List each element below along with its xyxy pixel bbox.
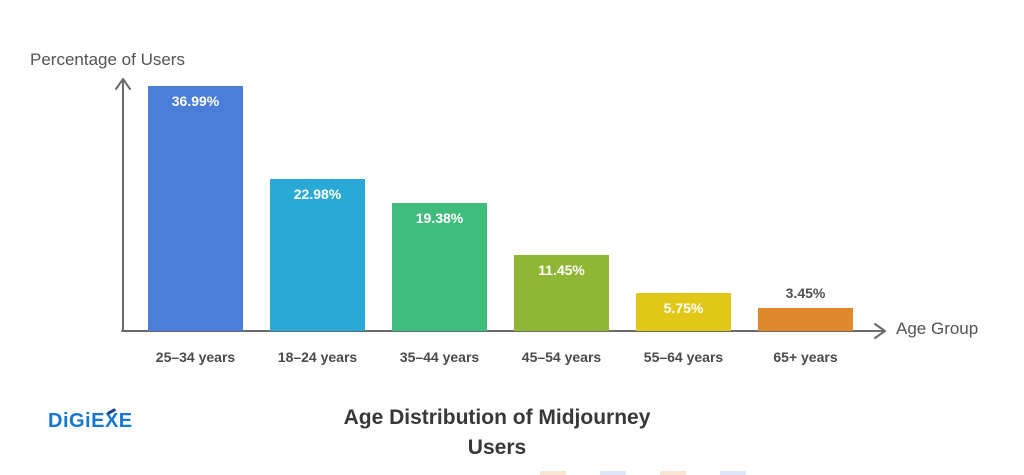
bar-value-label: 5.75% xyxy=(663,300,704,316)
y-axis-arrow-icon xyxy=(115,78,131,90)
bar: 11.45% xyxy=(514,255,609,331)
bar xyxy=(758,308,853,331)
x-tick-label: 55–64 years xyxy=(643,349,724,365)
bar-value-label: 22.98% xyxy=(293,186,342,202)
bar-value-label: 3.45% xyxy=(785,285,826,301)
cropped-decoration xyxy=(540,471,770,475)
x-axis-arrow-icon xyxy=(874,323,886,339)
x-tick-label: 35–44 years xyxy=(399,349,480,365)
bar-value-label: 36.99% xyxy=(171,93,220,109)
bar-value-label: 11.45% xyxy=(538,262,585,278)
x-tick-label: 45–54 years xyxy=(521,349,602,365)
chart-title: Age Distribution of Midjourney Users xyxy=(343,406,651,459)
bar: 5.75% xyxy=(636,293,731,331)
bar-value-label: 19.38% xyxy=(415,210,464,226)
y-axis-title: Percentage of Users xyxy=(30,50,185,69)
x-axis-title: Age Group xyxy=(896,319,979,338)
bar: 36.99% xyxy=(148,86,243,331)
bar: 19.38% xyxy=(392,203,487,331)
digiexe-logo: DiGiEXE xyxy=(48,408,133,433)
logo-text: DiGiEXE xyxy=(48,410,133,432)
x-tick-label: 18–24 years xyxy=(277,349,358,365)
x-tick-label: 65+ years xyxy=(773,349,838,365)
x-tick-label: 25–34 years xyxy=(155,349,236,365)
bar: 22.98% xyxy=(270,179,365,331)
